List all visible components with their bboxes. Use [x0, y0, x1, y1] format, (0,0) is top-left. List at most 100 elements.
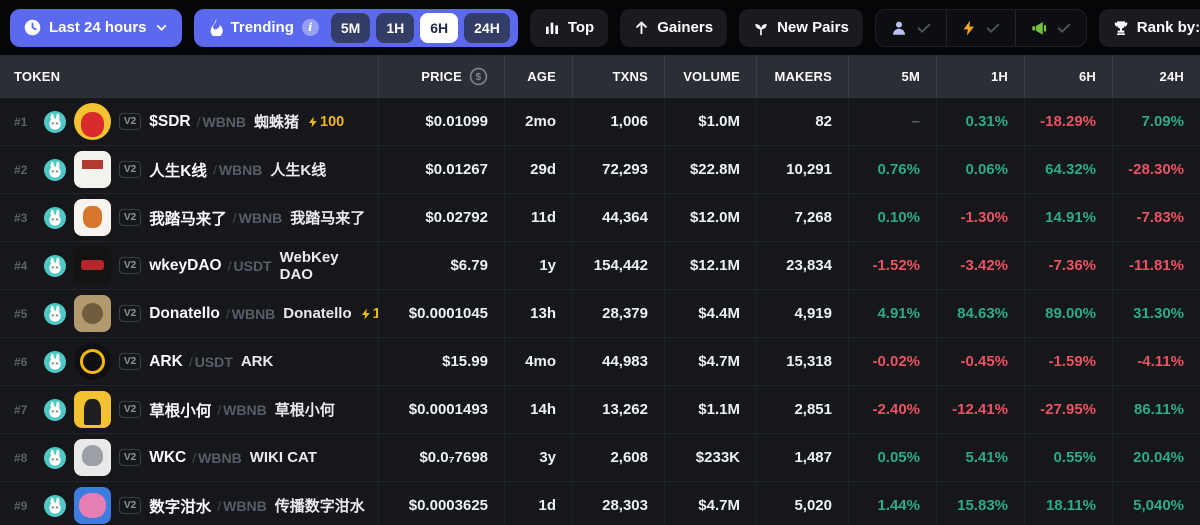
- token-cell[interactable]: #9 V2 数字泔水 / WBNB 传播数字泔水: [0, 482, 378, 525]
- pancakeswap-dex-icon: [44, 254, 66, 277]
- gainers-button[interactable]: Gainers: [620, 8, 728, 47]
- token-symbol: Donatello: [149, 304, 220, 322]
- token-cell[interactable]: #8 V2 WKC / WBNB WIKI CAT: [0, 434, 378, 481]
- token-cell[interactable]: #3 V2 我踏马来了 / WBNB 我踏马来了: [0, 194, 378, 241]
- col-header-6h[interactable]: 6H: [1024, 55, 1112, 98]
- table-row[interactable]: #4 V2 wkeyDAO / USDT WebKey DAO $6.79 1y …: [0, 242, 1200, 290]
- col-header-volume[interactable]: VOLUME: [664, 55, 756, 98]
- txns-cell: 44,983: [572, 338, 664, 385]
- pct-6h-cell: -18.29%: [1024, 98, 1112, 145]
- time-filter-button[interactable]: Last 24 hours: [10, 8, 182, 47]
- pct-24h-cell: -4.11%: [1112, 338, 1200, 385]
- token-cell[interactable]: #4 V2 wkeyDAO / USDT WebKey DAO: [0, 242, 378, 289]
- version-badge: V2: [119, 353, 142, 370]
- col-header-txns[interactable]: TXNS: [572, 55, 664, 98]
- makers-cell: 1,487: [756, 434, 848, 481]
- col-header-24h[interactable]: 24H: [1112, 55, 1200, 98]
- txns-cell: 154,442: [572, 242, 664, 289]
- price-cell: $0.0001493: [378, 386, 504, 433]
- col-header-5m[interactable]: 5M: [848, 55, 936, 98]
- col-header-token[interactable]: TOKEN: [14, 69, 61, 84]
- pct-24h-cell: 5,040%: [1112, 482, 1200, 525]
- volume-cell: $4.4M: [664, 290, 756, 337]
- price-cell: $0.0003625: [378, 482, 504, 525]
- token-cell[interactable]: #7 V2 草根小何 / WBNB 草根小何: [0, 386, 378, 433]
- pct-24h-cell: 20.04%: [1112, 434, 1200, 481]
- pct-5m-cell: 0.76%: [848, 146, 936, 193]
- pct-5m-cell: -1.52%: [848, 242, 936, 289]
- token-cell[interactable]: #6 V2 ARK / USDT ARK: [0, 338, 378, 385]
- col-header-price[interactable]: PRICE $: [378, 55, 504, 98]
- pct-24h-cell: -7.83%: [1112, 194, 1200, 241]
- rank-by-label: Rank by:: [1136, 19, 1200, 36]
- rank-label: #2: [14, 162, 28, 177]
- table-row[interactable]: #1 V2 $SDR / WBNB 蜘蛛猪 100 $0.01099 2mo 1,…: [0, 98, 1200, 146]
- token-name: 人生K线: [270, 162, 327, 179]
- table-row[interactable]: #5 V2 Donatello /WBNB Donatello 10 $0.00…: [0, 290, 1200, 338]
- top-label: Top: [567, 19, 595, 36]
- info-icon[interactable]: i: [301, 19, 319, 36]
- price-cell: $6.79: [378, 242, 504, 289]
- col-header-1h[interactable]: 1H: [936, 55, 1024, 98]
- boost-badge: 100: [307, 114, 344, 130]
- col-header-makers[interactable]: MAKERS: [756, 55, 848, 98]
- table-body: #1 V2 $SDR / WBNB 蜘蛛猪 100 $0.01099 2mo 1,…: [0, 98, 1200, 525]
- table-row[interactable]: #6 V2 ARK / USDT ARK $15.99 4mo 44,983 $4…: [0, 338, 1200, 386]
- pct-1h-cell: 5.41%: [936, 434, 1024, 481]
- verified-profile-toggle[interactable]: [876, 10, 946, 46]
- quote-pair: / USDT: [227, 257, 272, 274]
- token-cell[interactable]: #5 V2 Donatello /WBNB Donatello 10: [0, 290, 378, 337]
- pct-6h-cell: 14.91%: [1024, 194, 1112, 241]
- new-pairs-button[interactable]: New Pairs: [739, 8, 863, 47]
- interval-24h[interactable]: 24H: [464, 12, 510, 43]
- pct-5m-cell: 4.91%: [848, 290, 936, 337]
- volume-cell: $4.7M: [664, 482, 756, 525]
- top-button[interactable]: Top: [529, 8, 609, 47]
- rank-by-button[interactable]: Rank by: Trending: [1098, 8, 1200, 47]
- ads-toggle[interactable]: [1014, 9, 1086, 46]
- age-cell: 3y: [504, 434, 572, 481]
- table-row[interactable]: #3 V2 我踏马来了 / WBNB 我踏马来了 $0.02792 11d 44,…: [0, 194, 1200, 242]
- quote-pair: / USDT: [188, 353, 233, 370]
- table-row[interactable]: #9 V2 数字泔水 / WBNB 传播数字泔水 $0.0003625 1d 28…: [0, 482, 1200, 525]
- pct-24h-cell: -11.81%: [1112, 242, 1200, 289]
- table-row[interactable]: #7 V2 草根小何 / WBNB 草根小何 $0.0001493 14h 13,…: [0, 386, 1200, 434]
- token-logo: [74, 391, 111, 428]
- time-filter-label: Last 24 hours: [49, 19, 147, 36]
- rank-label: #9: [14, 498, 28, 513]
- arrow-up-icon: [636, 21, 648, 35]
- interval-1h[interactable]: 1H: [376, 12, 415, 43]
- price-cell: $0.0001045: [378, 290, 504, 337]
- interval-5m[interactable]: 5M: [330, 12, 371, 43]
- gainers-label: Gainers: [657, 19, 714, 36]
- col-header-age[interactable]: AGE: [504, 55, 572, 98]
- pancakeswap-dex-icon: [44, 110, 66, 133]
- volume-cell: $12.0M: [664, 194, 756, 241]
- pct-1h-cell: -3.42%: [936, 242, 1024, 289]
- makers-cell: 23,834: [756, 242, 848, 289]
- token-cell[interactable]: #1 V2 $SDR / WBNB 蜘蛛猪 100: [0, 98, 378, 145]
- token-name: WebKey DAO: [279, 248, 339, 283]
- rank-label: #7: [14, 402, 28, 417]
- pancakeswap-dex-icon: [44, 494, 66, 517]
- volume-cell: $233K: [664, 434, 756, 481]
- pct-24h-cell: 86.11%: [1112, 386, 1200, 433]
- pct-6h-cell: 89.00%: [1024, 290, 1112, 337]
- version-badge: V2: [119, 449, 142, 466]
- pct-24h-cell: -28.30%: [1112, 146, 1200, 193]
- pct-24h-cell: 7.09%: [1112, 98, 1200, 145]
- table-row[interactable]: #2 V2 人生K线 / WBNB 人生K线 $0.01267 29d 72,29…: [0, 146, 1200, 194]
- table-row[interactable]: #8 V2 WKC / WBNB WIKI CAT $0.0₇7698 3y 2,…: [0, 434, 1200, 482]
- pancakeswap-dex-icon: [44, 206, 66, 229]
- token-cell[interactable]: #2 V2 人生K线 / WBNB 人生K线: [0, 146, 378, 193]
- pancakeswap-dex-icon: [44, 350, 66, 373]
- dollar-circle-icon[interactable]: $: [469, 67, 488, 86]
- pct-5m-cell: -2.40%: [848, 386, 936, 433]
- pct-1h-cell: 0.31%: [936, 98, 1024, 145]
- token-name: Donatello: [283, 305, 352, 322]
- version-badge: V2: [119, 305, 142, 322]
- token-symbol: 草根小何: [149, 402, 212, 420]
- boosted-toggle[interactable]: [945, 9, 1015, 46]
- quote-pair: / WBNB: [217, 497, 267, 514]
- interval-6h[interactable]: 6H: [420, 12, 459, 43]
